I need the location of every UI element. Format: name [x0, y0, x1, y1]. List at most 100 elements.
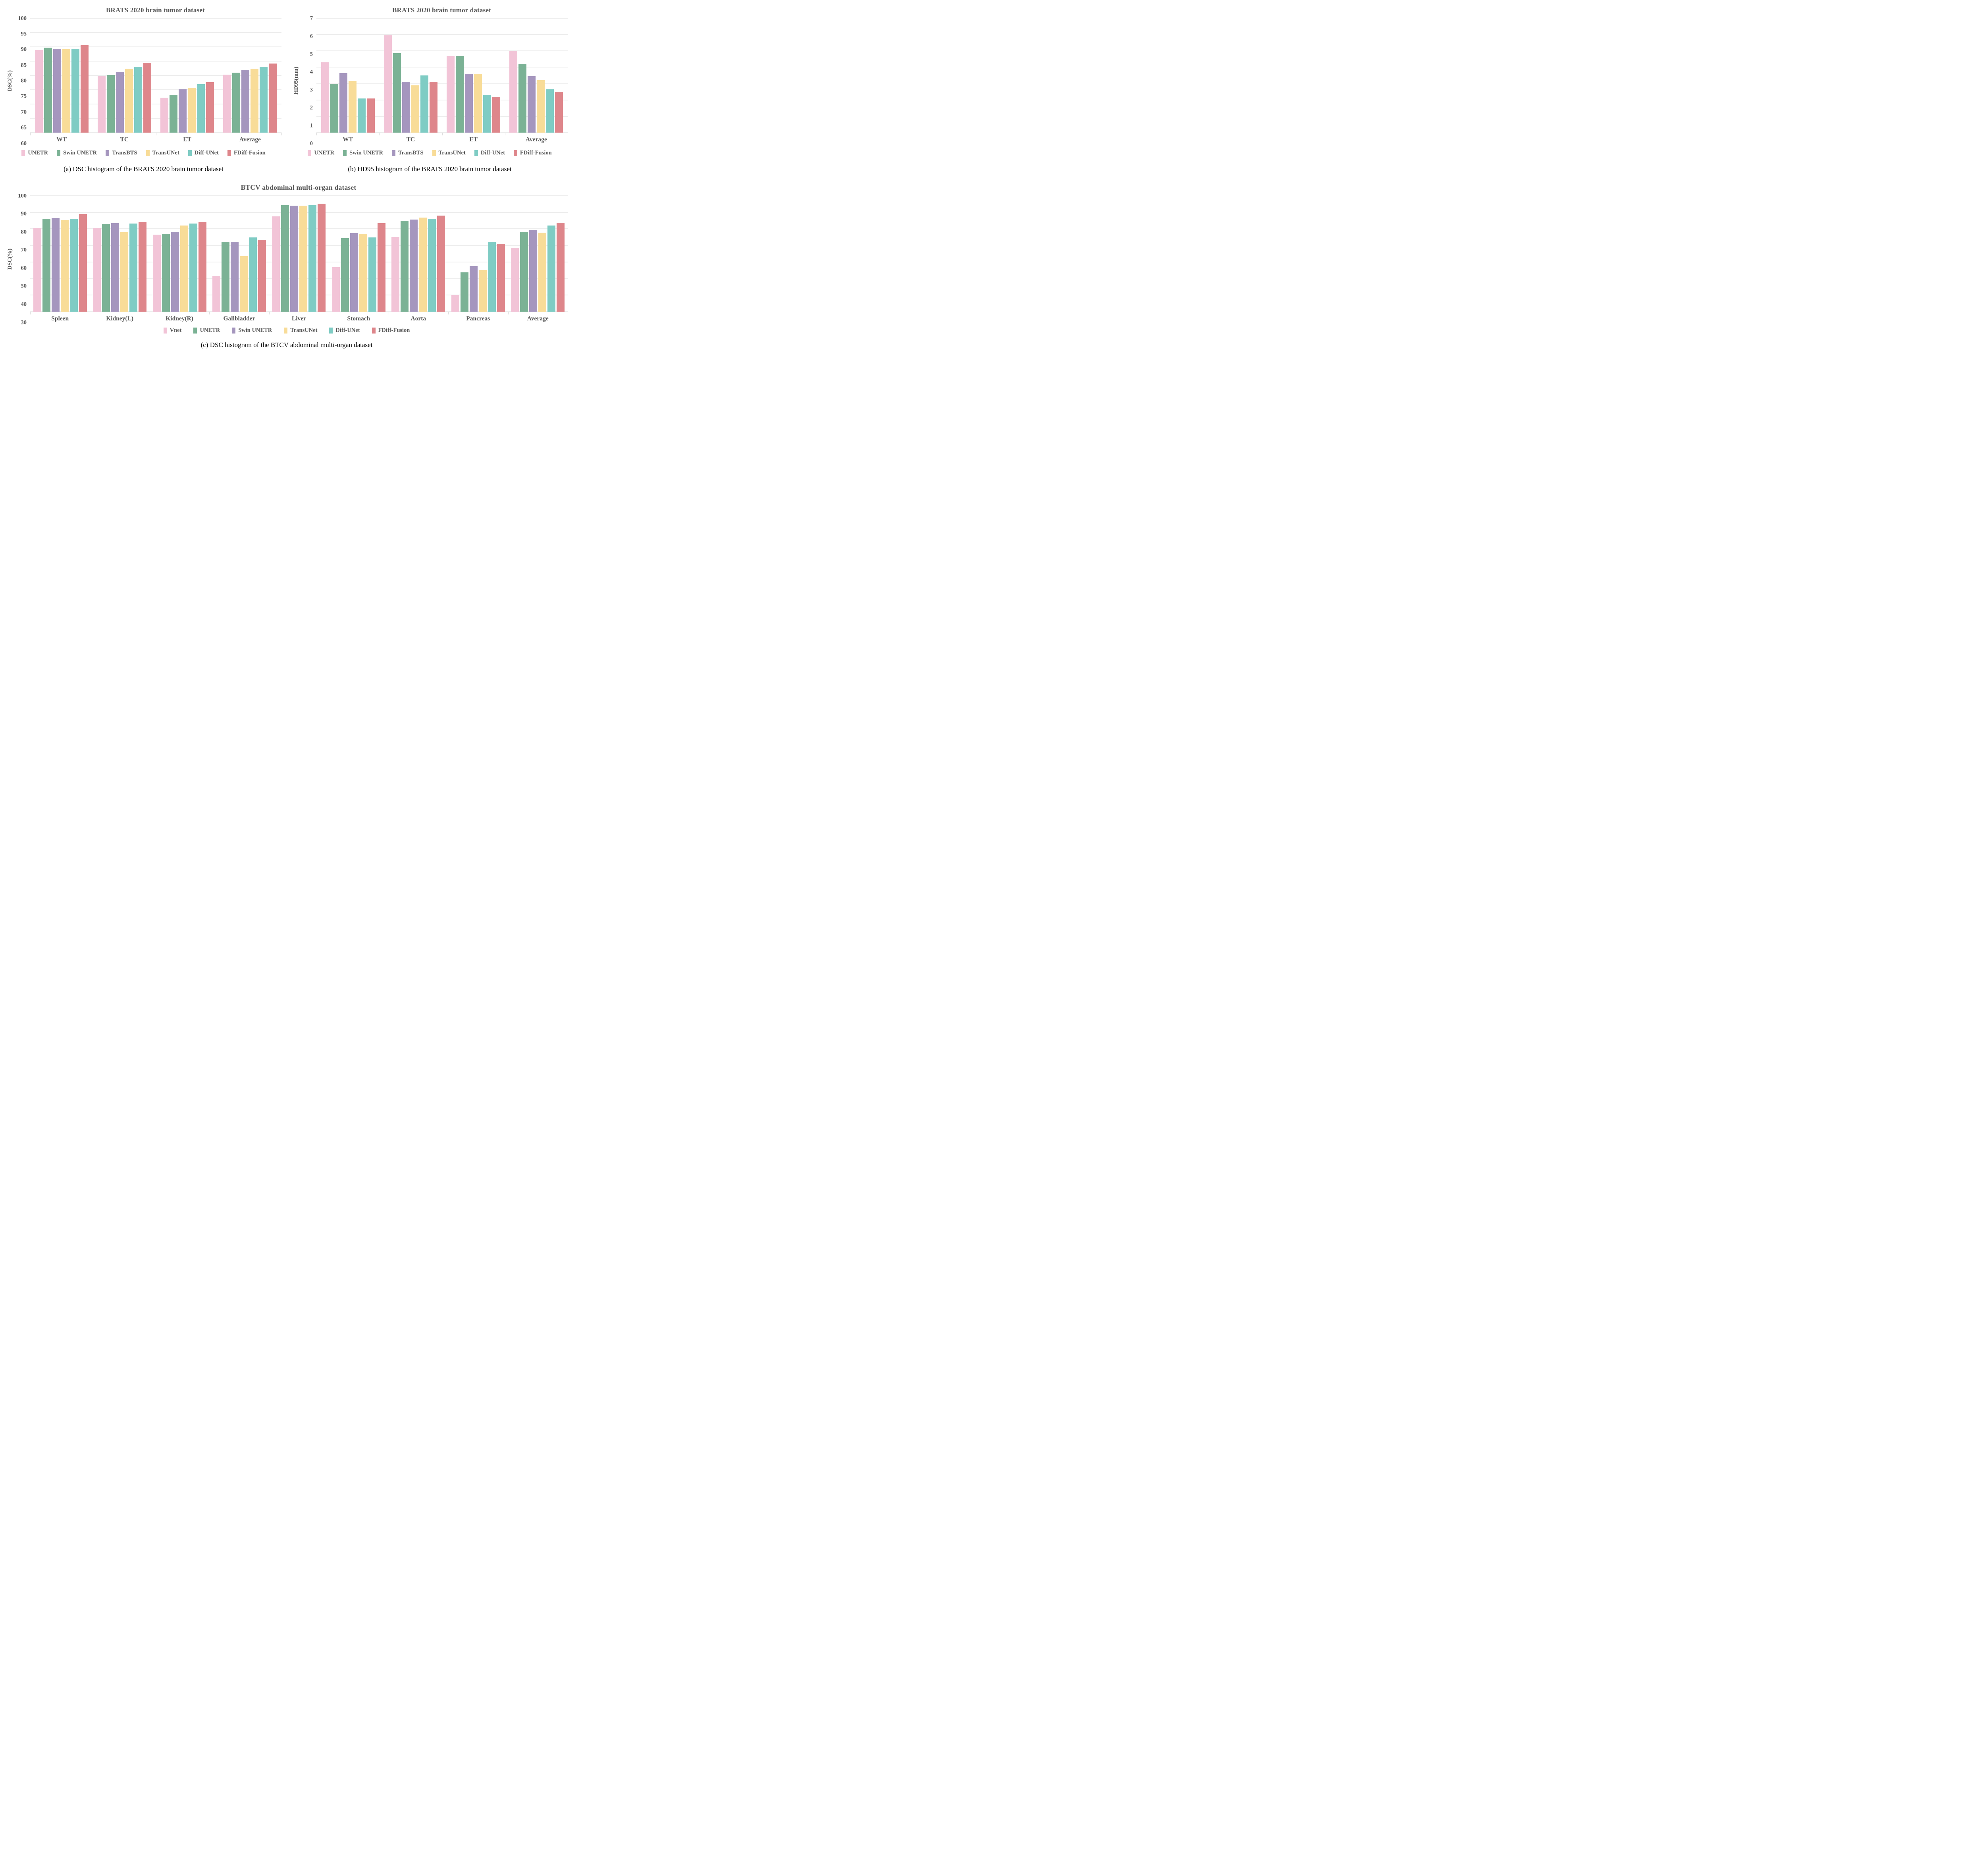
- bar-vnet-gallbladder: [212, 276, 221, 312]
- bar-unetr-et: [447, 56, 455, 133]
- chart-a-legend: UNETR Swin UNETR TransBTS TransUNet Diff-UNe…: [6, 150, 281, 156]
- legend-swatch-unetr: [193, 328, 197, 334]
- bar-fdiff-fusion-spleen: [79, 214, 87, 312]
- chart-b-plot-col: WT TC ET Average: [316, 18, 568, 143]
- bar-transunet-kidney-r: [180, 225, 188, 312]
- chart-c-ylabel-col: DSC(%): [6, 196, 14, 322]
- panel-a: BRATS 2020 brain tumor dataset DSC(%) 60…: [6, 4, 282, 173]
- x-category-label-et: ET: [183, 136, 191, 143]
- bar-diff-unet-aorta: [428, 218, 436, 312]
- bar-diff-unet-average: [547, 226, 556, 312]
- legend-swatch-swin-unetr: [343, 150, 347, 156]
- x-axis-tick: [379, 133, 380, 135]
- legend-swatch-fdiff-fusion: [227, 150, 231, 156]
- bar-diff-unet-wt: [357, 98, 366, 133]
- bar-diff-unet-kidney-l: [129, 224, 138, 312]
- legend-item-diff-unet: Diff-UNet: [188, 150, 219, 156]
- y-tick-label-3: 3: [310, 86, 313, 93]
- bar-swin-unetr-average: [529, 229, 538, 312]
- x-category-label-tc: TC: [406, 136, 415, 143]
- x-category-label-average: Average: [239, 136, 261, 143]
- bar-fdiff-fusion-wt: [366, 98, 375, 133]
- bar-swin-unetr-wt: [44, 48, 52, 133]
- legend-label-transbts: TransBTS: [398, 150, 424, 156]
- legend-item-transunet: TransUNet: [432, 150, 466, 156]
- legend-swatch-vnet: [163, 328, 167, 334]
- y-tick-label-95: 95: [21, 31, 27, 37]
- bar-diff-unet-tc: [134, 66, 142, 133]
- legend-item-transunet: TransUNet: [284, 327, 317, 334]
- y-tick-label-7: 7: [310, 15, 313, 21]
- bar-transunet-gallbladder: [240, 256, 248, 312]
- bar-unetr-tc: [97, 75, 106, 133]
- legend-item-fdiff-fusion: FDiff-Fusion: [227, 150, 266, 156]
- bar-transunet-average: [537, 80, 545, 133]
- bar-transunet-et: [188, 87, 196, 133]
- y-tick-label-50: 50: [21, 283, 27, 289]
- chart-b: HD95(mm) 0 1 2 3 4 5 6 7 WT TC ET Average: [292, 15, 568, 146]
- bar-swin-unetr-kidney-r: [171, 231, 179, 312]
- legend-swatch-fdiff-fusion: [513, 150, 517, 156]
- bar-group-kidney-l: [90, 196, 149, 312]
- y-tick-label-60: 60: [21, 140, 27, 147]
- legend-label-unetr: UNETR: [200, 327, 220, 334]
- legend-label-swin-unetr: Swin UNETR: [63, 150, 97, 156]
- y-tick-label-65: 65: [21, 124, 27, 131]
- legend-item-swin-unetr: Swin UNETR: [57, 150, 97, 156]
- bar-unetr-wt: [321, 62, 329, 133]
- chart-c: DSC(%) 30 40 50 60 70 80 90 100 Spleen Kidney(L)…: [6, 193, 568, 325]
- bar-diff-unet-pancreas: [488, 242, 496, 312]
- gridline-100: [30, 18, 281, 19]
- y-tick-label-100: 100: [18, 15, 27, 21]
- x-axis-tick: [209, 312, 210, 314]
- legend-swatch-swin-unetr: [57, 150, 61, 156]
- x-axis-tick: [269, 312, 270, 314]
- bar-unetr-wt: [35, 50, 43, 133]
- y-tick-label-90: 90: [21, 210, 27, 217]
- bar-swin-unetr-tc: [106, 75, 115, 133]
- bar-swin-unetr-kidney-l: [111, 223, 119, 312]
- y-tick-label-1: 1: [310, 122, 313, 129]
- x-category-label-spleen: Spleen: [51, 315, 69, 322]
- bar-fdiff-fusion-liver: [318, 203, 326, 312]
- bar-group-spleen: [30, 196, 90, 312]
- bar-swin-unetr-pancreas: [469, 266, 478, 312]
- x-category-label-liver: Liver: [291, 315, 306, 322]
- chart-c-title: BTCV abdominal multi-organ dataset: [241, 183, 357, 191]
- bar-fdiff-fusion-average: [269, 63, 277, 133]
- legend-label-fdiff-fusion: FDiff-Fusion: [233, 150, 266, 156]
- legend-item-diff-unet: Diff-UNet: [329, 327, 360, 334]
- figure: BRATS 2020 brain tumor dataset DSC(%) 60…: [0, 0, 578, 349]
- legend-item-diff-unet: Diff-UNet: [474, 150, 505, 156]
- legend-swatch-diff-unet: [474, 150, 478, 156]
- x-category-label-et: ET: [469, 136, 478, 143]
- legend-swatch-diff-unet: [329, 328, 333, 334]
- chart-b-y-axis: 0 1 2 3 4 5 6 7: [301, 15, 316, 146]
- x-category-label-kidney-l: Kidney(L): [106, 315, 134, 322]
- legend-item-fdiff-fusion: FDiff-Fusion: [513, 150, 552, 156]
- x-axis-tick: [448, 312, 449, 314]
- gridline-3: [316, 83, 568, 84]
- chart-b-x-tick-strip: [316, 133, 568, 135]
- bar-diff-unet-average: [546, 89, 554, 133]
- x-category-label-wt: WT: [56, 136, 67, 143]
- bar-group-wt: [30, 18, 93, 133]
- chart-a-plot-area: [30, 18, 281, 133]
- legend-label-swin-unetr: Swin UNETR: [349, 150, 384, 156]
- x-category-label-pancreas: Pancreas: [466, 315, 490, 322]
- chart-a-ylabel-col: DSC(%): [6, 18, 14, 143]
- chart-b-title: BRATS 2020 brain tumor dataset: [392, 6, 491, 14]
- bar-diff-unet-liver: [308, 205, 317, 312]
- legend-label-vnet: Vnet: [170, 327, 182, 334]
- bar-transbts-tc: [402, 82, 410, 133]
- x-axis-tick: [442, 133, 443, 135]
- bar-transbts-average: [528, 76, 536, 133]
- legend-label-fdiff-fusion: FDiff-Fusion: [378, 327, 410, 334]
- bar-vnet-average: [511, 247, 519, 312]
- y-tick-label-0: 0: [310, 140, 313, 147]
- legend-label-transunet: TransUNet: [290, 327, 318, 334]
- gridline-85: [30, 61, 281, 62]
- bar-group-gallbladder: [209, 196, 269, 312]
- y-tick-label-80: 80: [21, 228, 27, 235]
- bar-diff-unet-tc: [420, 75, 428, 133]
